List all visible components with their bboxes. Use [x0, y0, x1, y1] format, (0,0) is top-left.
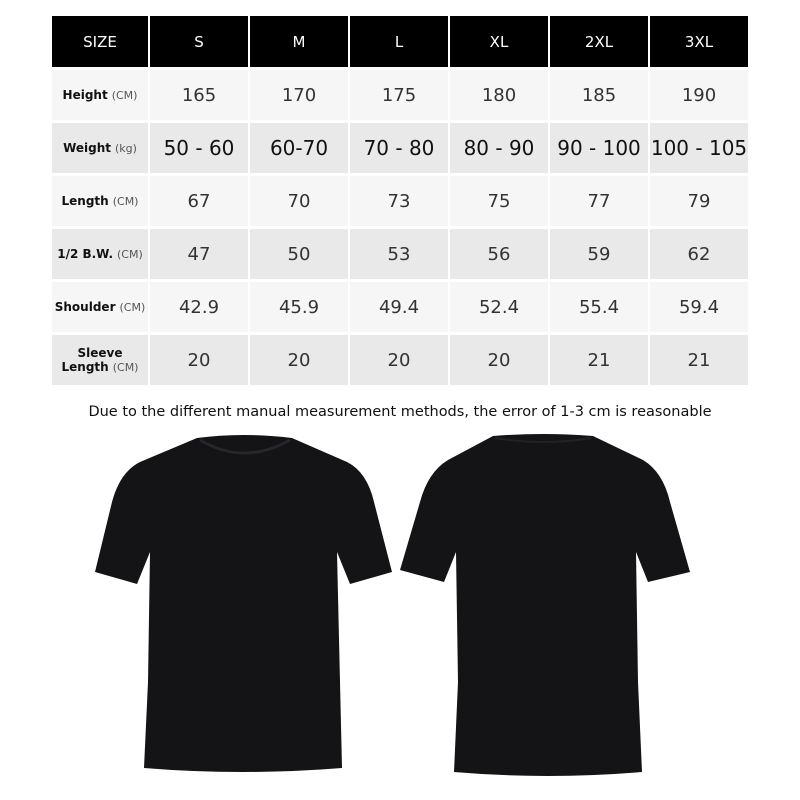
- table-cell: 59: [550, 229, 648, 279]
- row-label: Weight (kg): [52, 123, 148, 173]
- row-label: 1/2 B.W. (CM): [52, 229, 148, 279]
- header-row: SIZE S M L XL 2XL 3XL: [52, 16, 748, 67]
- table-cell: 90 - 100: [550, 123, 648, 173]
- header-size-xl: XL: [450, 16, 548, 67]
- header-size-m: M: [250, 16, 348, 67]
- tshirt-front-image: [95, 435, 392, 772]
- row-label: Shoulder (CM): [52, 282, 148, 332]
- row-unit: (CM): [119, 301, 146, 314]
- header-size-s: S: [150, 16, 248, 67]
- table-cell: 47: [150, 229, 248, 279]
- table-row: Sleeve Length (CM) 20 20 20 20 21 21: [52, 335, 748, 385]
- table-cell: 185: [550, 70, 648, 120]
- tshirt-back-image: [400, 434, 690, 776]
- table-cell: 52.4: [450, 282, 548, 332]
- header-size: SIZE: [52, 16, 148, 67]
- table-cell: 70: [250, 176, 348, 226]
- row-label: Length (CM): [52, 176, 148, 226]
- table-cell: 190: [650, 70, 748, 120]
- table-cell: 60-70: [250, 123, 348, 173]
- row-unit: (CM): [112, 195, 139, 208]
- table-row: Weight (kg) 50 - 60 60-70 70 - 80 80 - 90 90 -…: [52, 123, 748, 173]
- table-row: Height (CM) 165 170 175 180 185 190: [52, 70, 748, 120]
- row-label-text: Weight: [63, 141, 111, 155]
- table-cell: 100 - 105: [650, 123, 748, 173]
- row-label-text: Length: [61, 194, 109, 208]
- header-size-l: L: [350, 16, 448, 67]
- tshirt-back-body: [400, 434, 690, 776]
- table-cell: 165: [150, 70, 248, 120]
- table-cell: 77: [550, 176, 648, 226]
- size-chart-table: SIZE S M L XL 2XL 3XL Height (CM) 165 170 175 180 18…: [50, 13, 750, 388]
- table-cell: 59.4: [650, 282, 748, 332]
- tshirt-back-collar: [494, 437, 592, 443]
- row-unit: (CM): [111, 89, 138, 102]
- row-unit: (CM): [117, 248, 143, 261]
- table-cell: 180: [450, 70, 548, 120]
- table-cell: 75: [450, 176, 548, 226]
- row-label-text: 1/2 B.W.: [57, 247, 113, 261]
- tshirt-front-collar: [199, 438, 291, 455]
- header-size-3xl: 3XL: [650, 16, 748, 67]
- table-row: Shoulder (CM) 42.9 45.9 49.4 52.4 55.4 59.4: [52, 282, 748, 332]
- table-cell: 79: [650, 176, 748, 226]
- table-cell: 67: [150, 176, 248, 226]
- row-unit: (CM): [112, 361, 139, 374]
- header-size-2xl: 2XL: [550, 16, 648, 67]
- table-cell: 45.9: [250, 282, 348, 332]
- table-cell: 170: [250, 70, 348, 120]
- table-cell: 42.9: [150, 282, 248, 332]
- row-unit: (kg): [115, 142, 137, 155]
- tshirt-front-body: [95, 435, 392, 772]
- measurement-note: Due to the different manual measurement …: [88, 404, 712, 420]
- table-row: Length (CM) 67 70 73 75 77 79: [52, 176, 748, 226]
- table-cell: 20: [150, 335, 248, 385]
- table-cell: 49.4: [350, 282, 448, 332]
- row-label: Height (CM): [52, 70, 148, 120]
- table-cell: 21: [550, 335, 648, 385]
- table-cell: 20: [250, 335, 348, 385]
- table-cell: 50 - 60: [150, 123, 248, 173]
- table-cell: 55.4: [550, 282, 648, 332]
- table-cell: 62: [650, 229, 748, 279]
- table-cell: 80 - 90: [450, 123, 548, 173]
- row-label-text: Shoulder: [54, 300, 116, 314]
- table-cell: 21: [650, 335, 748, 385]
- table-cell: 20: [450, 335, 548, 385]
- row-label-text: Height: [62, 88, 108, 102]
- table-cell: 175: [350, 70, 448, 120]
- table-cell: 70 - 80: [350, 123, 448, 173]
- row-label: Sleeve Length (CM): [52, 335, 148, 385]
- table-cell: 20: [350, 335, 448, 385]
- table-cell: 50: [250, 229, 348, 279]
- table-cell: 56: [450, 229, 548, 279]
- table-cell: 53: [350, 229, 448, 279]
- table-cell: 73: [350, 176, 448, 226]
- table-row: 1/2 B.W. (CM) 47 50 53 56 59 62: [52, 229, 748, 279]
- row-label-text: Sleeve Length: [61, 346, 123, 374]
